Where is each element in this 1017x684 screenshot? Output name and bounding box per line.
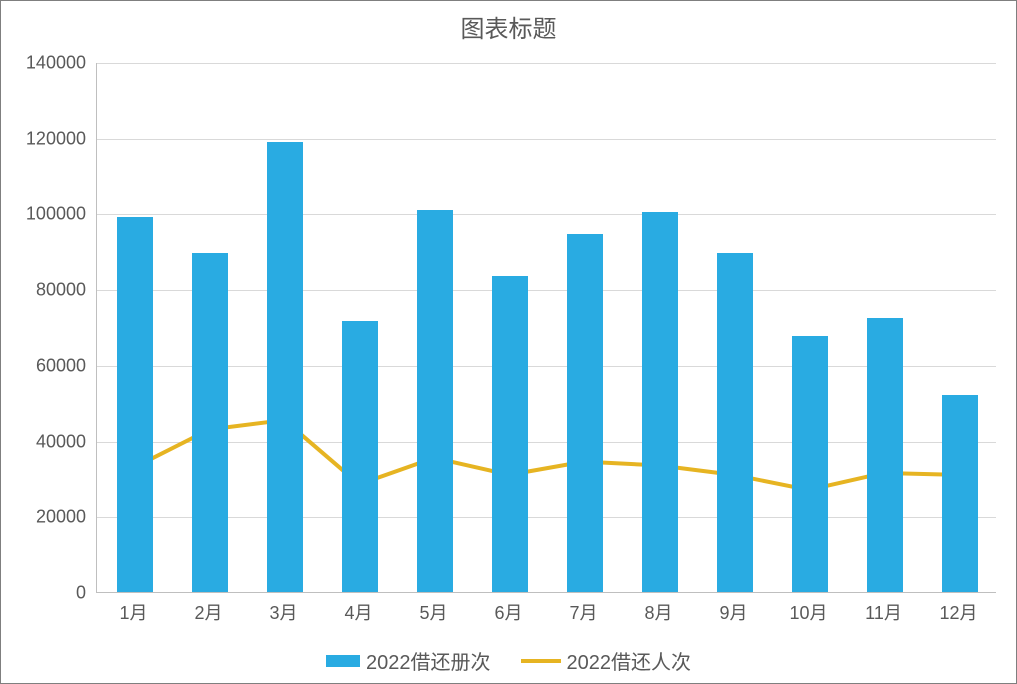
x-axis-tick: 8月 xyxy=(621,599,696,625)
x-axis-tick: 9月 xyxy=(696,599,771,625)
plot-area xyxy=(96,63,996,593)
x-axis-tick: 5月 xyxy=(396,599,471,625)
legend-swatch-line xyxy=(521,659,561,663)
x-axis-tick: 4月 xyxy=(321,599,396,625)
x-axis-tick: 3月 xyxy=(246,599,321,625)
y-axis-tick: 140000 xyxy=(6,53,86,74)
x-axis-tick: 7月 xyxy=(546,599,621,625)
x-axis-tick: 2月 xyxy=(171,599,246,625)
y-axis-tick: 60000 xyxy=(6,355,86,376)
y-axis-tick: 80000 xyxy=(6,280,86,301)
bar xyxy=(267,142,303,593)
chart-title: 图表标题 xyxy=(1,9,1016,44)
line-series xyxy=(134,420,958,490)
legend-label-line: 2022借还人次 xyxy=(567,646,692,675)
bar xyxy=(717,253,753,592)
bar xyxy=(492,276,528,592)
line-series-overlay xyxy=(97,63,996,592)
legend-label-bar: 2022借还册次 xyxy=(366,646,491,675)
bar xyxy=(192,253,228,592)
bar xyxy=(867,318,903,592)
x-axis-tick: 6月 xyxy=(471,599,546,625)
y-axis-tick: 0 xyxy=(6,583,86,604)
bar xyxy=(942,395,978,592)
x-axis-tick: 10月 xyxy=(771,599,846,625)
legend-item-bar: 2022借还册次 xyxy=(326,646,491,675)
y-axis-tick: 120000 xyxy=(6,128,86,149)
bar xyxy=(342,321,378,592)
x-axis-tick: 12月 xyxy=(921,599,996,625)
legend: 2022借还册次 2022借还人次 xyxy=(1,646,1016,675)
bar xyxy=(417,210,453,592)
y-axis-tick: 40000 xyxy=(6,431,86,452)
y-axis-tick: 100000 xyxy=(6,204,86,225)
bar xyxy=(642,212,678,592)
legend-swatch-bar xyxy=(326,655,360,667)
y-axis-tick: 20000 xyxy=(6,507,86,528)
bar xyxy=(792,336,828,592)
x-axis-tick: 11月 xyxy=(846,599,921,625)
x-axis-tick: 1月 xyxy=(96,599,171,625)
bar xyxy=(567,234,603,592)
bar xyxy=(117,217,153,592)
legend-item-line: 2022借还人次 xyxy=(521,646,692,675)
chart-container: 图表标题 0 20000 40000 60000 80000 100000 120000 14… xyxy=(0,0,1017,684)
